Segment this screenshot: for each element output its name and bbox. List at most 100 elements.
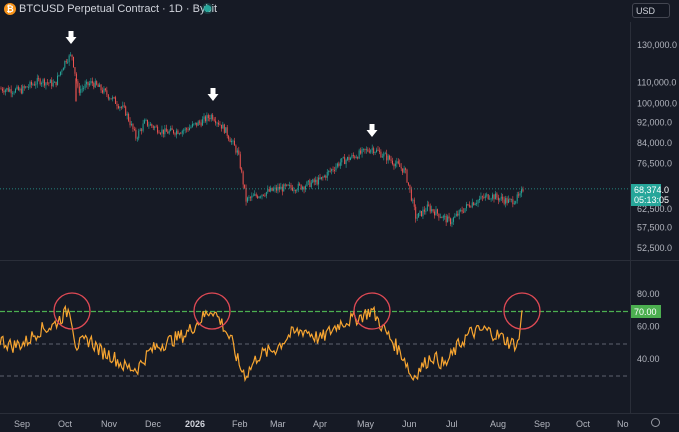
candle-body	[296, 190, 298, 192]
candle-body	[396, 161, 398, 164]
candle-body	[97, 84, 99, 87]
candle-body	[373, 148, 375, 154]
candle-body	[216, 122, 218, 124]
candle-body	[109, 98, 111, 100]
candle-body	[384, 153, 386, 155]
candle-body	[249, 197, 251, 199]
rsi-axis[interactable]: 80.00 60.00 40.00	[637, 289, 660, 364]
time-tick-label: Oct	[58, 419, 73, 429]
candle-body	[225, 127, 227, 133]
candle-body	[351, 155, 353, 158]
candle-body	[286, 184, 288, 186]
price-axis[interactable]: 130,000.0 110,000.0 100,000.0 92,000.0 84,00…	[637, 40, 677, 253]
candle-body	[193, 123, 195, 125]
candle-body	[341, 158, 343, 163]
candle-body	[239, 154, 241, 169]
candle-body	[207, 115, 209, 119]
last-price-label: 68,374.0	[634, 185, 669, 195]
candle-body	[300, 184, 302, 190]
candle-body	[104, 88, 106, 91]
candle-body	[258, 196, 260, 198]
candle-body	[212, 114, 214, 120]
candle-body	[93, 83, 95, 88]
overbought-tag	[631, 305, 661, 318]
time-axis[interactable]: Sep Oct Nov Dec 2026 Feb Mar Apr May Jun Jul Aug Sep…	[14, 419, 629, 429]
candle-body	[242, 171, 244, 185]
candlestick-series[interactable]	[0, 52, 524, 228]
candle-body	[199, 121, 201, 123]
candle-body	[493, 194, 495, 200]
candle-body	[291, 187, 293, 191]
candle-body	[44, 79, 45, 86]
time-tick-label: Jun	[402, 419, 417, 429]
candle-body	[175, 130, 177, 135]
candle-body	[25, 86, 27, 88]
candle-body	[61, 70, 63, 72]
settings-gear-icon[interactable]	[651, 418, 660, 427]
candle-body	[307, 180, 309, 182]
candle-body	[290, 184, 292, 188]
candle-body	[252, 195, 254, 197]
candle-body	[71, 54, 73, 57]
down-arrow-icon	[65, 31, 77, 44]
candle-body	[367, 149, 369, 152]
candle-body	[283, 184, 285, 192]
candle-body	[173, 130, 175, 134]
candle-body	[454, 216, 456, 218]
candle-body	[423, 209, 425, 212]
candle-body	[15, 88, 16, 93]
candle-body	[190, 126, 192, 128]
candle-body	[80, 89, 82, 93]
candle-body	[90, 81, 92, 84]
candle-body	[203, 116, 205, 120]
candle-body	[55, 81, 57, 86]
candle-body	[262, 194, 264, 196]
candle-body	[218, 122, 219, 125]
candle-body	[257, 196, 259, 198]
candle-body	[261, 194, 263, 197]
candle-body	[344, 157, 346, 165]
candle-body	[289, 184, 291, 186]
candle-body	[452, 217, 454, 222]
candle-body	[335, 166, 337, 171]
candle-body	[479, 198, 480, 201]
candle-body	[336, 163, 338, 167]
candle-body	[470, 206, 472, 208]
candle-body	[390, 159, 392, 161]
down-arrow-icon	[207, 88, 219, 101]
candle-body	[183, 130, 185, 132]
candle-body	[186, 128, 188, 130]
candle-body	[278, 187, 280, 190]
candle-body	[0, 88, 2, 90]
candle-body	[117, 106, 119, 109]
candle-body	[103, 88, 105, 93]
down-arrow-icon	[366, 124, 378, 137]
candle-body	[189, 127, 190, 131]
candle-body	[94, 81, 96, 88]
candle-body	[255, 194, 257, 197]
candle-body	[405, 168, 407, 170]
candle-body	[496, 193, 498, 198]
time-tick-label: Sep	[14, 419, 30, 429]
candle-body	[62, 67, 64, 71]
candle-body	[342, 157, 344, 159]
candle-body	[41, 83, 43, 85]
candle-body	[122, 105, 124, 108]
candle-body	[274, 187, 276, 190]
price-tick-label: 76,500.0	[637, 159, 672, 169]
candle-body	[481, 196, 483, 198]
rsi-series[interactable]	[0, 304, 523, 383]
candle-body	[345, 159, 347, 165]
candle-body	[200, 122, 202, 126]
candle-body	[422, 209, 424, 217]
symbol-title[interactable]: BTCUSD Perpetual Contract · 1D · Bybit	[19, 3, 218, 15]
candle-body	[231, 141, 233, 143]
candle-body	[209, 118, 211, 120]
candle-body	[309, 180, 311, 188]
candle-body	[49, 80, 51, 84]
candle-body	[477, 200, 479, 204]
currency-selector[interactable]: USD	[632, 3, 670, 18]
candle-body	[494, 193, 496, 200]
candle-body	[102, 90, 103, 93]
